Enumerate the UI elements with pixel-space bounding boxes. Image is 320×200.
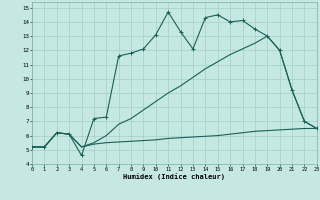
X-axis label: Humidex (Indice chaleur): Humidex (Indice chaleur) <box>124 173 225 180</box>
